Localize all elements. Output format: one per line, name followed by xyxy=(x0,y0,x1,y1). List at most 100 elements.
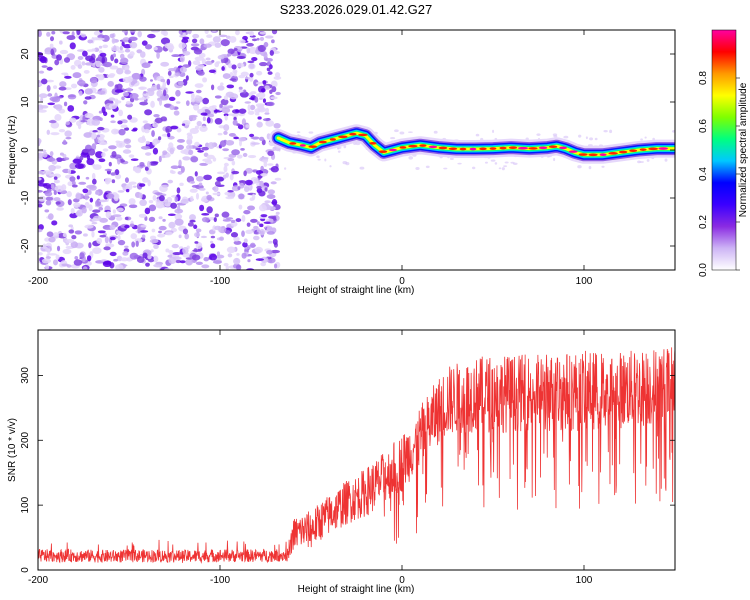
noise-blob xyxy=(58,86,67,91)
noise-blob xyxy=(148,204,157,212)
noise-blob xyxy=(221,211,230,218)
noise-blob xyxy=(223,124,230,131)
noise-speck xyxy=(664,158,668,162)
noise-blob xyxy=(177,214,183,218)
noise-blob xyxy=(46,231,54,237)
noise-blob xyxy=(171,243,179,249)
noise-blob xyxy=(124,69,131,75)
noise-blob xyxy=(113,195,119,202)
noise-blob xyxy=(197,150,204,153)
noise-blob xyxy=(246,42,254,47)
noise-blob xyxy=(40,78,48,85)
noise-blob xyxy=(141,234,146,239)
noise-blob xyxy=(83,69,90,74)
noise-blob xyxy=(99,234,107,238)
noise-blob xyxy=(189,214,197,221)
noise-blob xyxy=(262,98,266,103)
noise-blob xyxy=(111,179,116,184)
noise-speck xyxy=(585,136,588,140)
noise-blob xyxy=(120,57,129,65)
noise-blob xyxy=(194,83,204,88)
noise-blob xyxy=(142,252,148,259)
noise-blob xyxy=(199,162,208,166)
noise-blob xyxy=(77,64,83,69)
noise-blob xyxy=(124,177,129,183)
noise-blob xyxy=(38,82,43,87)
spectrogram-y-label: Frequency (Hz) xyxy=(7,116,18,185)
ridge-hotspot xyxy=(658,147,669,150)
noise-blob xyxy=(227,53,232,57)
noise-blob xyxy=(226,246,236,254)
noise-blob xyxy=(121,119,128,124)
noise-blob xyxy=(249,133,255,138)
noise-blob xyxy=(176,144,184,150)
noise-blob xyxy=(59,49,69,55)
noise-blob xyxy=(264,200,271,204)
noise-speck xyxy=(443,167,448,170)
noise-speck xyxy=(343,145,347,149)
noise-blob xyxy=(52,232,60,239)
ridge-hotspot xyxy=(548,145,558,149)
y-tick-label: 200 xyxy=(20,431,31,448)
ridge-hotspot xyxy=(578,153,588,156)
snr-x-axis: -200 -100 0 100 xyxy=(28,330,593,586)
noise-blob xyxy=(48,120,57,124)
noise-blob xyxy=(242,241,248,248)
noise-blob xyxy=(217,132,223,136)
noise-blob xyxy=(259,180,264,188)
noise-speck xyxy=(471,166,476,170)
noise-blob xyxy=(202,158,212,162)
noise-blob xyxy=(113,258,119,262)
noise-blob xyxy=(38,224,44,231)
noise-blob xyxy=(67,181,74,187)
noise-blob xyxy=(91,119,101,126)
noise-blob xyxy=(117,50,125,54)
noise-blob xyxy=(51,97,61,103)
noise-blob xyxy=(124,127,130,131)
noise-blob xyxy=(117,239,126,246)
noise-blob xyxy=(244,101,251,104)
noise-blob xyxy=(137,226,141,234)
noise-blob xyxy=(205,191,209,195)
noise-blob xyxy=(86,184,96,189)
noise-speck xyxy=(671,130,675,133)
noise-blob xyxy=(129,51,135,57)
noise-blob xyxy=(78,90,83,97)
ridge-hotspot xyxy=(538,146,548,150)
y-tick-label: 0 xyxy=(20,567,31,573)
noise-blob xyxy=(174,196,178,203)
noise-blob xyxy=(83,100,88,105)
noise-blob xyxy=(177,171,183,175)
noise-blob xyxy=(214,62,220,68)
noise-blob xyxy=(244,186,250,193)
noise-blob xyxy=(39,56,47,64)
noise-blob xyxy=(225,139,235,146)
x-tick-label: 0 xyxy=(399,276,405,287)
noise-blob xyxy=(257,44,266,53)
noise-blob xyxy=(195,261,203,266)
noise-blob xyxy=(104,236,109,244)
noise-blob xyxy=(112,53,116,58)
noise-blob xyxy=(206,194,212,201)
snr-frame xyxy=(37,329,676,571)
noise-blob xyxy=(275,91,281,96)
noise-blob xyxy=(127,114,133,120)
noise-blob xyxy=(233,48,238,51)
noise-blob xyxy=(116,67,124,75)
noise-blob xyxy=(121,30,128,33)
noise-blob xyxy=(185,144,193,150)
noise-blob xyxy=(203,174,212,181)
noise-blob xyxy=(228,113,235,116)
noise-blob xyxy=(74,256,79,260)
noise-blob xyxy=(70,241,78,249)
noise-blob xyxy=(173,110,180,116)
y-tick-label: -20 xyxy=(20,238,31,253)
noise-blob xyxy=(55,104,63,111)
noise-blob xyxy=(55,201,61,205)
noise-blob xyxy=(154,192,163,195)
noise-blob xyxy=(144,109,153,116)
noise-blob xyxy=(185,100,190,107)
noise-speck xyxy=(317,158,321,161)
noise-blob xyxy=(200,235,207,239)
noise-blob xyxy=(268,215,277,219)
